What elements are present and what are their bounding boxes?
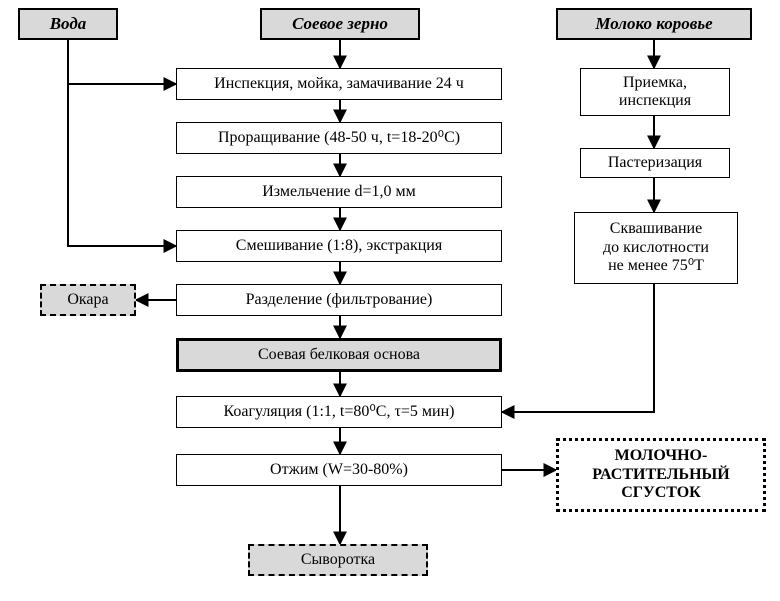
node-soy: Соевое зерно [260,8,420,40]
node-clot: МОЛОЧНО- РАСТИТЕЛЬНЫЙ СГУСТОК [556,438,766,512]
edge-water-mix [68,84,176,246]
node-inspect: Инспекция, мойка, замачивание 24 ч [176,68,502,100]
node-milk: Молоко коровье [556,8,752,40]
node-water: Вода [18,8,118,40]
flowchart-canvas: Вода Соевое зерно Молоко коровье Инспекция,… [0,0,780,601]
node-ferment: Сквашивание до кислотности не менее 75⁰Т [574,212,738,284]
edge-water-inspect [68,40,176,84]
node-okara: Окара [40,284,136,316]
node-sep: Разделение (фильтрование) [176,284,502,316]
node-germ: Проращивание (48-50 ч, t=18-20⁰С) [176,122,502,154]
edge-ferment-coag [502,284,654,412]
node-whey: Сыворотка [248,544,428,576]
node-grind: Измельчение d=1,0 мм [176,176,502,208]
node-coag: Коагуляция (1:1, t=80⁰С, τ=5 мин) [176,396,502,428]
node-press: Отжим (W=30-80%) [176,454,502,486]
node-receive: Приемка, инспекция [580,68,730,116]
node-pasteur: Пастеризация [580,148,730,178]
node-mix: Смешивание (1:8), экстракция [176,230,502,262]
node-base: Соевая белковая основа [176,338,502,372]
